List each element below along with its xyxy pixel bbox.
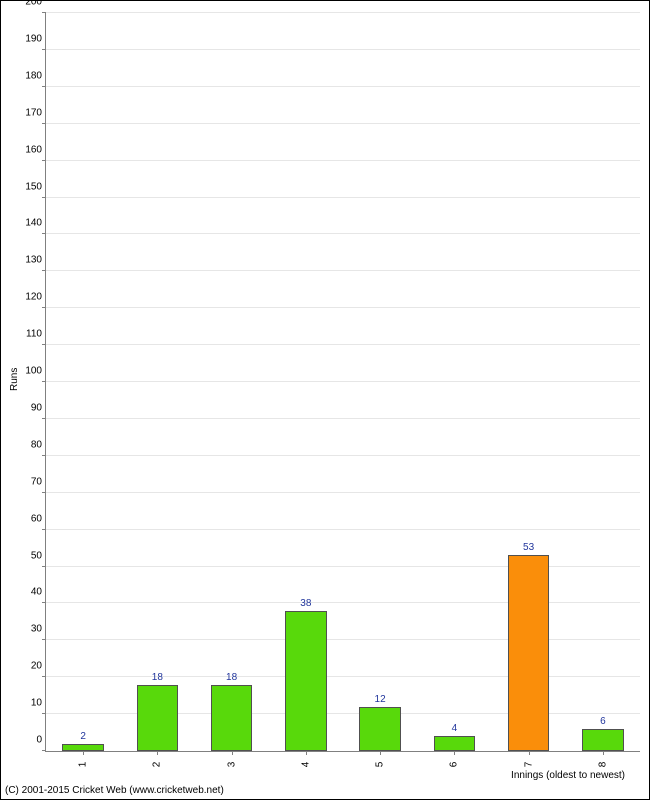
bar: 18 [137,685,179,751]
ytick-label: 90 [31,402,42,413]
xtick-mark [157,751,158,755]
ytick-label: 60 [31,513,42,524]
ytick-mark [42,455,46,456]
grid-line [46,713,640,714]
xtick-mark [232,751,233,755]
xtick-label: 7 [523,762,534,768]
ytick-mark [42,381,46,382]
ytick-label: 50 [31,550,42,561]
xtick-label: 8 [597,762,608,768]
grid-line [46,12,640,13]
ytick-mark [42,160,46,161]
bar: 6 [582,729,624,751]
ytick-mark [42,86,46,87]
ytick-mark [42,49,46,50]
ytick-label: 150 [25,181,42,192]
xtick-mark [603,751,604,755]
ytick-mark [42,602,46,603]
ytick-label: 100 [25,366,42,377]
grid-line [46,123,640,124]
bar: 18 [211,685,253,751]
bar: 2 [62,744,104,751]
grid-line [46,160,640,161]
ytick-mark [42,529,46,530]
ytick-label: 70 [31,476,42,487]
x-axis-label: Innings (oldest to newest) [511,770,625,781]
credit-text: (C) 2001-2015 Cricket Web (www.cricketwe… [5,785,224,796]
xtick-label: 6 [449,762,460,768]
xtick-mark [529,751,530,755]
ytick-label: 40 [31,587,42,598]
ytick-mark [42,307,46,308]
xtick-label: 5 [375,762,386,768]
xtick-mark [380,751,381,755]
ytick-label: 30 [31,624,42,635]
grid-line [46,197,640,198]
ytick-label: 80 [31,439,42,450]
ytick-label: 130 [25,255,42,266]
grid-line [46,676,640,677]
bar: 38 [285,611,327,751]
ytick-label: 0 [36,735,42,746]
grid-line [46,381,640,382]
bar-value-label: 4 [452,723,458,734]
grid-line [46,307,640,308]
ytick-mark [42,233,46,234]
bar: 4 [434,736,476,751]
grid-line [46,639,640,640]
xtick-label: 3 [226,762,237,768]
plot-area: 0102030405060708090100110120130140150160… [45,13,640,752]
grid-line [46,602,640,603]
ytick-mark [42,566,46,567]
ytick-label: 200 [25,0,42,8]
y-axis-label: Runs [9,368,20,391]
grid-line [46,49,640,50]
ytick-mark [42,123,46,124]
grid-line [46,455,640,456]
grid-line [46,492,640,493]
bar-value-label: 6 [600,716,606,727]
ytick-mark [42,270,46,271]
chart-frame: Runs 01020304050607080901001101201301401… [0,0,650,800]
grid-line [46,344,640,345]
bar-value-label: 12 [375,694,386,705]
ytick-mark [42,12,46,13]
ytick-mark [42,197,46,198]
xtick-label: 4 [300,762,311,768]
ytick-label: 170 [25,107,42,118]
bar-value-label: 18 [152,672,163,683]
grid-line [46,529,640,530]
bar-value-label: 2 [80,731,86,742]
ytick-mark [42,492,46,493]
grid-line [46,418,640,419]
grid-line [46,566,640,567]
xtick-mark [306,751,307,755]
grid-line [46,270,640,271]
bar: 53 [508,555,550,751]
xtick-mark [83,751,84,755]
ytick-label: 140 [25,218,42,229]
grid-line [46,233,640,234]
ytick-mark [42,344,46,345]
ytick-label: 160 [25,144,42,155]
ytick-label: 110 [26,329,42,340]
ytick-label: 180 [25,70,42,81]
ytick-label: 10 [31,698,42,709]
bar-value-label: 18 [226,672,237,683]
bar: 12 [359,707,401,751]
ytick-mark [42,713,46,714]
bar-value-label: 53 [523,542,534,553]
ytick-mark [42,676,46,677]
ytick-label: 120 [25,292,42,303]
grid-line [46,86,640,87]
xtick-mark [454,751,455,755]
ytick-mark [42,418,46,419]
xtick-label: 2 [152,762,163,768]
ytick-mark [42,639,46,640]
ytick-label: 20 [31,661,42,672]
ytick-mark [42,750,46,751]
xtick-label: 1 [78,762,89,768]
ytick-label: 190 [25,33,42,44]
bar-value-label: 38 [300,598,311,609]
